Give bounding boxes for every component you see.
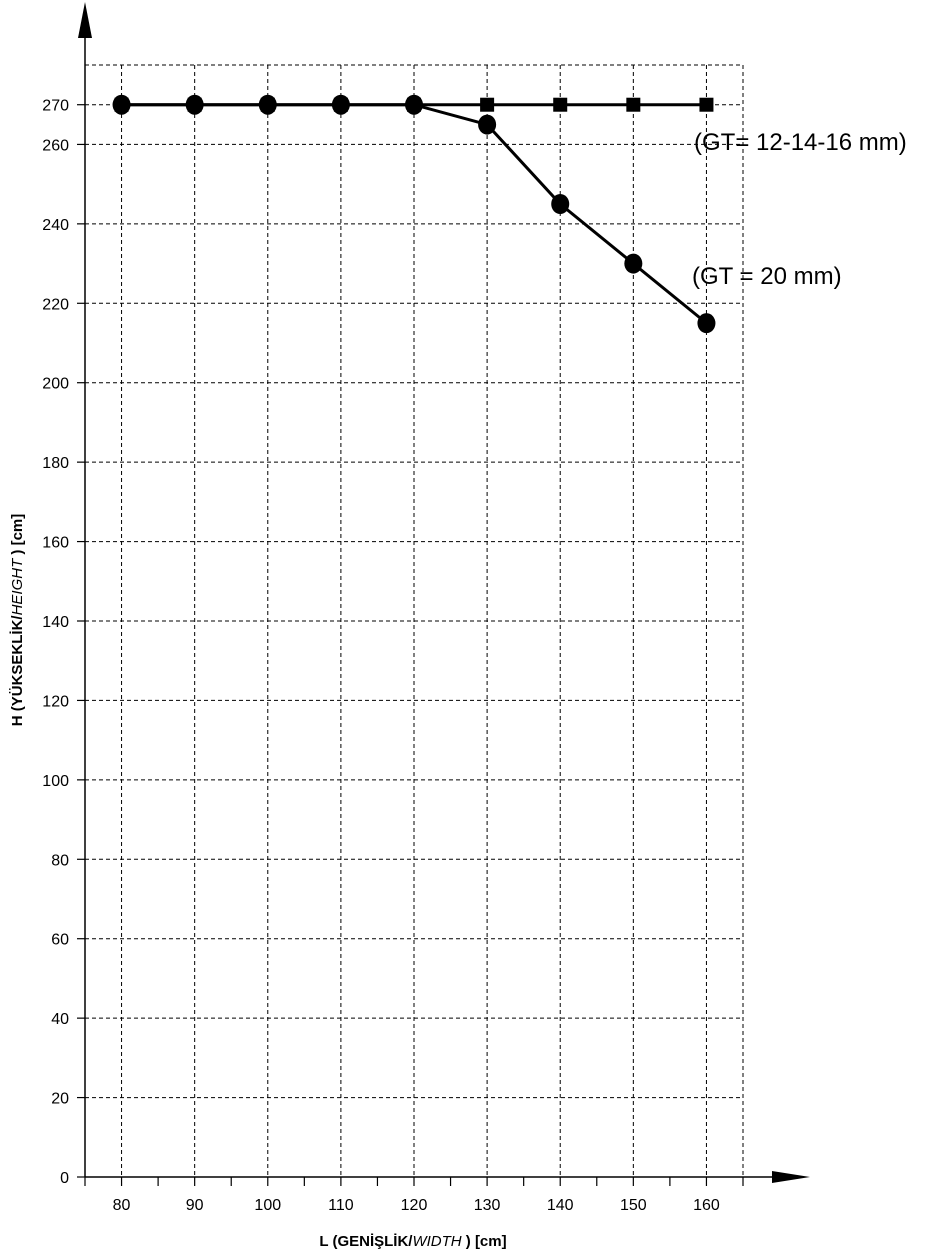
y-tick-label: 100 bbox=[42, 773, 69, 790]
x-axis-title: L (GENİŞLİK/WIDTH ) [cm] bbox=[319, 1233, 506, 1250]
y-tick-label: 200 bbox=[42, 376, 69, 393]
data-point-square bbox=[553, 97, 568, 112]
x-tick-label: 150 bbox=[620, 1197, 647, 1214]
data-point-circle bbox=[697, 313, 716, 334]
data-point-square bbox=[114, 97, 129, 112]
data-point-square bbox=[260, 97, 275, 112]
data-point-square bbox=[187, 97, 202, 112]
y-axis-title-prefix: H (YÜKSEKLİK/ bbox=[9, 615, 26, 727]
y-tick-label: 0 bbox=[60, 1170, 69, 1187]
y-tick-label: 260 bbox=[42, 137, 69, 154]
y-axis-title-italic: HEIGHT bbox=[9, 557, 26, 616]
y-tick-label: 140 bbox=[42, 614, 69, 631]
series-label-gt-20: (GT = 20 mm) bbox=[692, 263, 842, 290]
data-point-square bbox=[626, 97, 641, 112]
data-point-square bbox=[407, 97, 421, 112]
x-axis-title-italic: WIDTH bbox=[412, 1233, 461, 1250]
y-tick-label: 240 bbox=[42, 217, 69, 234]
x-axis-title-prefix: L (GENİŞLİK/ bbox=[319, 1233, 413, 1250]
y-tick-label: 180 bbox=[42, 455, 69, 472]
data-point-square bbox=[480, 97, 495, 112]
x-tick-label: 90 bbox=[186, 1197, 204, 1214]
y-tick-label: 270 bbox=[42, 98, 69, 115]
y-tick-label: 120 bbox=[42, 693, 69, 710]
x-axis-arrow-icon bbox=[772, 1171, 810, 1183]
x-tick-label: 110 bbox=[328, 1197, 354, 1214]
y-tick-label: 220 bbox=[42, 296, 69, 313]
x-tick-label: 80 bbox=[113, 1197, 131, 1214]
x-tick-label: 130 bbox=[474, 1197, 501, 1214]
x-tick-label: 100 bbox=[254, 1197, 281, 1214]
y-tick-label: 80 bbox=[51, 852, 69, 869]
x-tick-label: 120 bbox=[401, 1197, 428, 1214]
y-tick-label: 40 bbox=[51, 1011, 69, 1028]
ticks: 80 90 100 110 120 130 140 150 160 0 20 40 60 80 100 120… bbox=[42, 98, 744, 1214]
grid bbox=[85, 64, 744, 1177]
axes bbox=[78, 2, 810, 1183]
data-point-square bbox=[333, 97, 348, 112]
x-axis-title-suffix: ) [cm] bbox=[462, 1233, 507, 1250]
y-tick-label: 20 bbox=[51, 1091, 69, 1108]
x-tick-label: 160 bbox=[693, 1197, 720, 1214]
y-axis-title-suffix: ) [cm] bbox=[9, 514, 26, 559]
series bbox=[112, 94, 716, 334]
y-axis-arrow-icon bbox=[78, 2, 92, 38]
y-tick-label: 160 bbox=[42, 535, 69, 552]
data-point-circle bbox=[551, 194, 570, 214]
x-tick-label: 140 bbox=[547, 1197, 574, 1214]
y-axis-title: H (YÜKSEKLİK/HEIGHT ) [cm] bbox=[9, 514, 26, 727]
y-tick-label: 60 bbox=[51, 932, 69, 949]
data-point-circle bbox=[478, 114, 497, 135]
data-point-square bbox=[699, 97, 714, 112]
series-label-gt-12-14-16: (GT= 12-14-16 mm) bbox=[694, 129, 907, 156]
labels: (GT= 12-14-16 mm) (GT = 20 mm) L (GENİŞL… bbox=[9, 129, 907, 1250]
data-point-circle bbox=[624, 253, 643, 274]
